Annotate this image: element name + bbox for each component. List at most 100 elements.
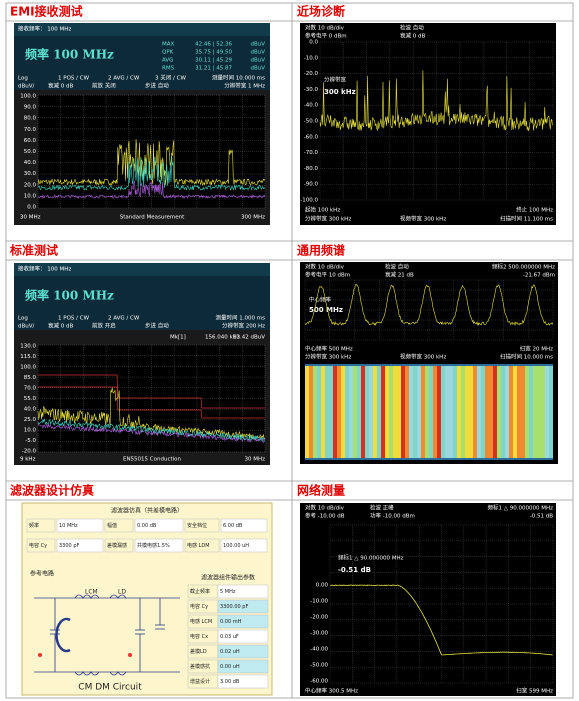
status: 分辨带宽 1 MHz xyxy=(224,82,265,90)
cell-text: 电容 Cx xyxy=(190,633,208,640)
cell xyxy=(220,518,268,533)
y-label: 70.0 xyxy=(24,386,37,392)
status: 衰减 0 dB xyxy=(400,32,425,40)
y-label: -20.00 xyxy=(310,615,328,621)
waterfall xyxy=(513,366,517,458)
y-label: 20.0 xyxy=(24,182,37,188)
trace xyxy=(319,70,553,132)
filter-sim: 滤波器仿真（共差模电路） 频率 10 MHz 幅值 0.00 dB 安全档位 6.00 d… xyxy=(21,502,273,696)
y-label: -30.0 xyxy=(304,87,319,93)
circuit-label: LD xyxy=(118,589,126,596)
axis-label: 分辨带宽 300 kHz xyxy=(305,353,351,361)
status: 频标1 △ 90.000000 MHz xyxy=(488,504,554,512)
waterfall xyxy=(497,366,501,458)
cell xyxy=(134,538,184,553)
panel-title: 标准测试 xyxy=(9,243,58,258)
status: 前放 关闭 xyxy=(92,82,116,90)
waterfall xyxy=(425,366,429,458)
y-label: -10.00 xyxy=(310,599,328,605)
y-label: 100.0 xyxy=(20,94,36,100)
axis-label: 扫描时间 10.000 ms xyxy=(500,353,553,361)
marker: 156.040 kHz xyxy=(205,335,240,341)
trace xyxy=(37,423,266,443)
waterfall xyxy=(413,366,417,458)
y-label: -30.00 xyxy=(310,631,328,637)
circuit xyxy=(34,594,180,676)
status: 衰减 0 dB xyxy=(48,82,73,90)
output-title: 滤波器组件输出参数 xyxy=(201,574,255,582)
cell xyxy=(217,584,269,599)
circuit-label: LCM xyxy=(85,589,98,596)
status: 衰减 0 dB xyxy=(48,322,73,330)
waterfall xyxy=(353,366,357,458)
panel-title: 近场诊断 xyxy=(297,4,345,19)
waterfall xyxy=(437,366,441,458)
near-field-screen: 对数 10 dB/div 检波 自动 参考电平 0 dBm 衰减 0 dB 分辨… xyxy=(300,23,556,225)
trace xyxy=(37,387,265,440)
cell-text: 差模漏感 xyxy=(107,542,127,549)
y-label: -20.0 xyxy=(304,71,319,77)
y-label: 60.0 xyxy=(24,138,37,144)
waterfall xyxy=(385,366,389,458)
cell-text: 电容 Cy xyxy=(29,542,47,549)
waterfall xyxy=(501,366,505,458)
status: 功率 -10.00 dBm xyxy=(370,512,415,520)
waterfall xyxy=(429,366,433,458)
y-label: -20.0 xyxy=(22,449,37,455)
status: 3 关闭 / CW xyxy=(155,74,186,82)
waterfall xyxy=(525,366,529,458)
standard-screen: 接收频率： 100 MHz 频率 100 MHz Log 1 POS / CW … xyxy=(14,263,270,465)
waterfall xyxy=(373,366,377,458)
reading-label: MAX xyxy=(162,42,175,48)
waterfall xyxy=(369,366,373,458)
axis-label: 扫描时间 11.100 ms xyxy=(500,215,553,223)
frequency: 频率 100 MHz xyxy=(25,288,114,303)
waterfall xyxy=(389,366,393,458)
cell-text: 3300 pF xyxy=(59,543,79,549)
marker-value: 300 kHz xyxy=(324,88,356,96)
status: Log xyxy=(18,76,28,82)
y-label: 90.0 xyxy=(24,105,37,111)
reading-label: AVG xyxy=(162,58,173,64)
y-label: -40.00 xyxy=(310,647,328,653)
cell-text: 幅值 xyxy=(107,522,117,529)
y-label: 10.0 xyxy=(24,428,37,434)
status: 参考电平 10 dBm xyxy=(305,271,350,279)
status: -21.67 dBm xyxy=(523,273,555,279)
cell-text: 电感 LDM xyxy=(187,542,210,549)
cell xyxy=(26,518,56,533)
waterfall xyxy=(349,366,353,458)
status: 参考电平 0 dBm xyxy=(305,32,347,40)
reading-value: 30.11 | 45.29 xyxy=(195,58,232,64)
axis-label: 视频带宽 300 kHz xyxy=(400,215,446,223)
waterfall xyxy=(325,366,329,458)
status: 2 AVG / CW xyxy=(108,316,140,322)
waterfall xyxy=(473,366,477,458)
circuit-label: CM DM Circuit xyxy=(78,683,142,693)
waterfall xyxy=(337,366,341,458)
y-label: 70.0 xyxy=(24,127,37,133)
cell-text: 0.00 uH xyxy=(220,664,240,670)
trace xyxy=(329,584,553,656)
axis-label: Standard Measurement xyxy=(120,215,185,221)
cell xyxy=(56,518,104,533)
y-label: 80.0 xyxy=(24,116,37,122)
status: 对数 10 dB/div xyxy=(305,24,345,32)
cell xyxy=(217,599,269,614)
cell-text: 3300.00 pF xyxy=(220,604,248,610)
cell xyxy=(56,538,104,553)
reading-value: 35.75 | 49.50 xyxy=(195,50,232,56)
panel-title: 滤波器设计仿真 xyxy=(10,483,94,498)
axis-label: 终止 100 MHz xyxy=(516,206,553,214)
waterfall xyxy=(345,366,349,458)
status: 测量时间 10.000 ms xyxy=(212,74,265,82)
waterfall xyxy=(341,366,345,458)
y-label: 100.0 xyxy=(20,365,36,371)
cell-text: 差模感抗 xyxy=(190,663,210,670)
status: 检波 自动 xyxy=(385,263,409,271)
heading: 滤波器仿真（共差模电路） xyxy=(111,507,183,515)
status: dBuV/ xyxy=(18,324,35,330)
cell-text: 0.00 mH xyxy=(220,619,242,625)
axis-label: EN55015 Conduction xyxy=(123,457,182,463)
